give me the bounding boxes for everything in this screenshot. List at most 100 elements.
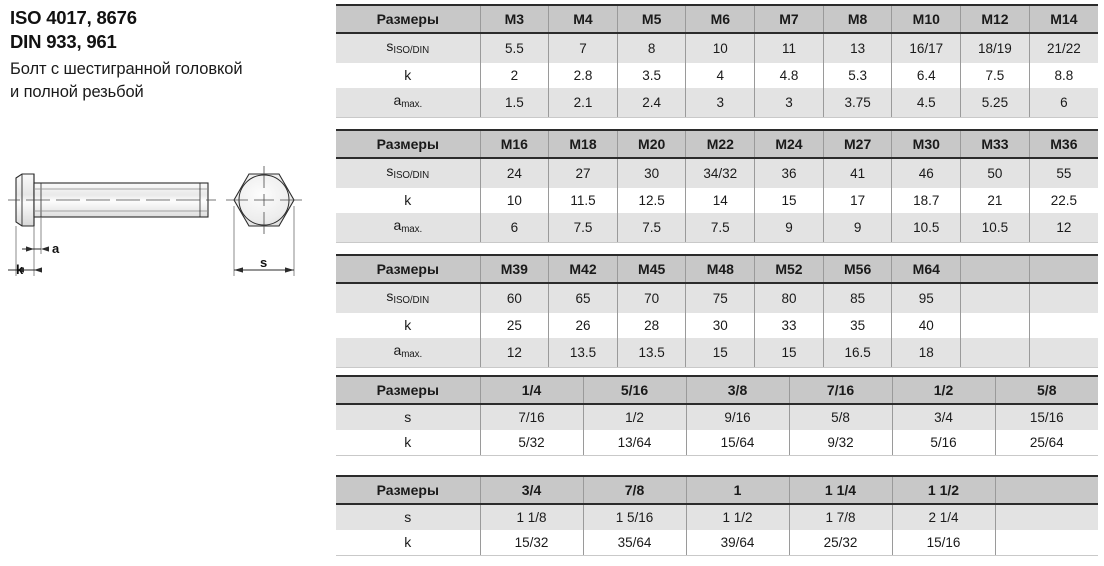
bolt-side-view: a k (8, 173, 216, 277)
cell-value: 15/16 (891, 530, 996, 556)
column-header-M30: M30 (891, 129, 962, 159)
cell-value: 30 (616, 158, 687, 189)
cell-value: 6 (479, 213, 550, 244)
cell-value: 60 (479, 283, 550, 314)
header-dimensions-label: Размеры (336, 129, 481, 159)
cell-value: 34/32 (685, 158, 756, 189)
cell-value: 70 (616, 283, 687, 314)
cell-value: 4.8 (754, 63, 824, 89)
cell-value (1028, 313, 1098, 339)
cell-value: 7 (548, 33, 618, 64)
cell-value: 5.5 (479, 33, 550, 64)
row-label-a-subscript: max. (401, 224, 423, 236)
cell-value: 39/64 (685, 530, 790, 556)
cell-value: 12.5 (616, 188, 687, 214)
column-header-1-4: 1/4 (479, 375, 584, 405)
table-row: sISO/DIN 5.5 7 8 10 11 13 16/17 18/19 21/22 (336, 33, 1098, 64)
cell-value: 75 (685, 283, 756, 314)
cell-value: 7.5 (960, 63, 1030, 89)
column-header-M18: M18 (548, 129, 618, 159)
cell-value: 17 (822, 188, 893, 214)
cell-value: 25/64 (994, 430, 1098, 456)
cell-value: 7/16 (479, 404, 584, 430)
cell-value: 9/32 (788, 430, 893, 456)
description-line-2: и полной резьбой (10, 82, 144, 101)
row-label-s: s (336, 404, 481, 430)
description-line-1: Болт с шестигранной головкой (10, 60, 243, 79)
column-header-3-8: 3/8 (685, 375, 790, 405)
cell-value: 10.5 (891, 213, 962, 244)
column-header-M39: M39 (479, 254, 550, 284)
cell-value: 8 (616, 33, 687, 64)
column-header-empty (1028, 254, 1098, 284)
cell-value: 15/64 (685, 430, 790, 456)
cell-value: 25/32 (788, 530, 893, 556)
column-header-M36: M36 (1028, 129, 1098, 159)
cell-value: 1 1/2 (685, 504, 790, 530)
dimensions-table-imperial-1: Размеры 1/4 5/16 3/8 7/16 1/2 5/8 s 7/16 1/2 9/16 5… (336, 375, 1098, 456)
column-header-M56: M56 (822, 254, 893, 284)
table-header-row: Размеры M3 M4 M5 M6 M7 M8 M10 M12 M14 (336, 4, 1098, 34)
column-header-M52: M52 (754, 254, 824, 284)
row-label-s-subscript: ISO/DIN (393, 295, 430, 307)
table-row: sISO/DIN 24 27 30 34/32 36 41 46 50 55 (336, 158, 1098, 189)
dimensions-table-metric-3: Размеры M39 M42 M45 M48 M52 M56 M64 sISO/DIN 60 65… (336, 254, 1098, 369)
column-header-M5: M5 (616, 4, 687, 34)
column-header-M64: M64 (891, 254, 962, 284)
column-header-M24: M24 (754, 129, 824, 159)
column-header-M8: M8 (822, 4, 893, 34)
table-row: sISO/DIN 60 65 70 75 80 85 95 (336, 283, 1098, 314)
cell-value: 4 (685, 63, 756, 89)
cell-value: 2.4 (616, 88, 687, 119)
column-header-M12: M12 (960, 4, 1030, 34)
cell-value: 5.3 (822, 63, 893, 89)
cell-value (994, 530, 1098, 556)
row-label-s: s (336, 504, 481, 530)
column-header-1: 1 (685, 475, 790, 505)
cell-value: 85 (822, 283, 893, 314)
cell-value: 95 (891, 283, 962, 314)
table-header-row: Размеры 3/4 7/8 1 1 1/4 1 1/2 (336, 475, 1098, 505)
column-header-1-1-2: 1 1/2 (891, 475, 996, 505)
cell-value: 7.5 (548, 213, 618, 244)
dim-arrow-s-right (285, 267, 294, 273)
cell-value: 18 (891, 338, 962, 369)
row-label-k: k (336, 530, 481, 556)
cell-value: 2 (479, 63, 550, 89)
cell-value: 13 (822, 33, 893, 64)
column-header-M3: M3 (479, 4, 550, 34)
cell-value: 30 (685, 313, 756, 339)
cell-value: 12 (479, 338, 550, 369)
cell-value: 3.75 (822, 88, 893, 119)
cell-value (960, 283, 1030, 314)
cell-value: 9/16 (685, 404, 790, 430)
cell-value: 25 (479, 313, 550, 339)
row-label-s-iso-din: sISO/DIN (336, 283, 481, 314)
row-label-a-max: amax. (336, 88, 481, 119)
table-row: k 10 11.5 12.5 14 15 17 18.7 21 22.5 (336, 188, 1098, 214)
column-header-empty (994, 475, 1098, 505)
cell-value: 80 (754, 283, 824, 314)
column-header-1-1-4: 1 1/4 (788, 475, 893, 505)
column-header-M7: M7 (754, 4, 824, 34)
cell-value: 21/22 (1028, 33, 1098, 64)
column-header-M20: M20 (616, 129, 687, 159)
cell-value: 1 7/8 (788, 504, 893, 530)
column-header-M42: M42 (548, 254, 618, 284)
cell-value: 2.1 (548, 88, 618, 119)
table-row: k 15/32 35/64 39/64 25/32 15/16 (336, 530, 1098, 556)
title-block: ISO 4017, 8676 DIN 933, 961 Болт с шести… (10, 6, 330, 104)
cell-value: 5/8 (788, 404, 893, 430)
row-label-s-iso-din: sISO/DIN (336, 158, 481, 189)
cell-value: 9 (822, 213, 893, 244)
product-description: Болт с шестигранной головкой и полной ре… (10, 58, 330, 104)
cell-value: 24 (479, 158, 550, 189)
cell-value: 40 (891, 313, 962, 339)
bolt-end-view: s (226, 166, 302, 276)
row-label-k: k (336, 188, 481, 214)
cell-value: 13.5 (548, 338, 618, 369)
cell-value: 5/16 (891, 430, 996, 456)
cell-value (960, 313, 1030, 339)
column-header-5-16: 5/16 (582, 375, 687, 405)
